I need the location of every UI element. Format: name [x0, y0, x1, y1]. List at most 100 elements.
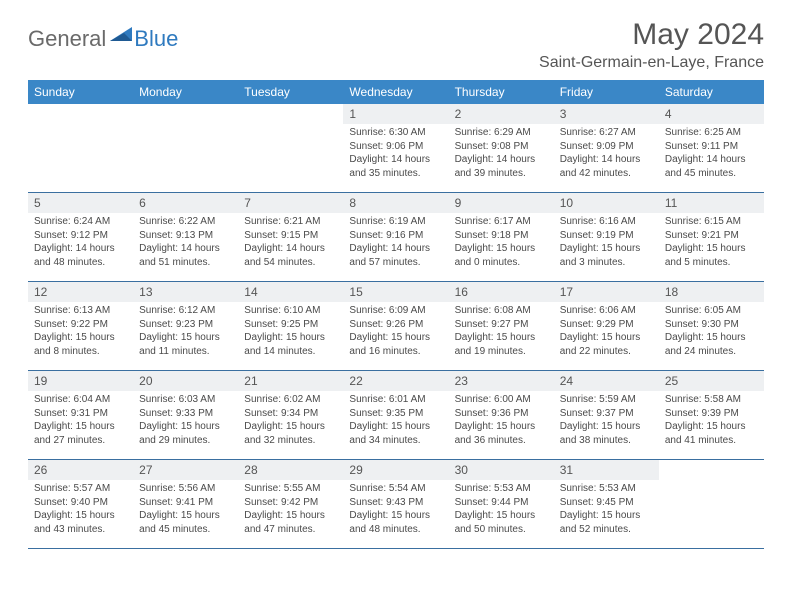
weekday-header: Wednesday — [343, 80, 448, 104]
day-detail-line: Sunset: 9:45 PM — [560, 496, 653, 510]
day-detail-line: Daylight: 15 hours — [244, 420, 337, 434]
day-detail-line: and 35 minutes. — [349, 167, 442, 181]
day-detail-line: and 27 minutes. — [34, 434, 127, 448]
weekday-header: Saturday — [659, 80, 764, 104]
day-number: 28 — [238, 460, 343, 480]
day-detail-line: Daylight: 15 hours — [665, 242, 758, 256]
weekday-header: Thursday — [449, 80, 554, 104]
week-row: 5Sunrise: 6:24 AMSunset: 9:12 PMDaylight… — [28, 193, 764, 282]
day-details: Sunrise: 5:57 AMSunset: 9:40 PMDaylight:… — [28, 480, 133, 540]
day-detail-line: Sunset: 9:08 PM — [455, 140, 548, 154]
day-detail-line: and 42 minutes. — [560, 167, 653, 181]
day-detail-line: and 16 minutes. — [349, 345, 442, 359]
day-number: 8 — [343, 193, 448, 213]
weekday-header-row: SundayMondayTuesdayWednesdayThursdayFrid… — [28, 80, 764, 104]
day-number: 3 — [554, 104, 659, 124]
day-detail-line: and 54 minutes. — [244, 256, 337, 270]
day-number: 5 — [28, 193, 133, 213]
day-detail-line: Sunset: 9:44 PM — [455, 496, 548, 510]
day-detail-line: and 24 minutes. — [665, 345, 758, 359]
week-row: 1Sunrise: 6:30 AMSunset: 9:06 PMDaylight… — [28, 104, 764, 193]
day-detail-line: and 39 minutes. — [455, 167, 548, 181]
day-number: 20 — [133, 371, 238, 391]
day-detail-line: Daylight: 15 hours — [34, 420, 127, 434]
day-cell: 17Sunrise: 6:06 AMSunset: 9:29 PMDayligh… — [554, 282, 659, 370]
day-detail-line: and 52 minutes. — [560, 523, 653, 537]
day-detail-line: Sunrise: 5:55 AM — [244, 482, 337, 496]
day-detail-line: Sunset: 9:15 PM — [244, 229, 337, 243]
day-details: Sunrise: 6:09 AMSunset: 9:26 PMDaylight:… — [343, 302, 448, 362]
day-details: Sunrise: 6:30 AMSunset: 9:06 PMDaylight:… — [343, 124, 448, 184]
day-detail-line: Sunrise: 5:54 AM — [349, 482, 442, 496]
logo-text-general: General — [28, 26, 106, 52]
logo: General Blue — [28, 18, 178, 52]
day-number: 29 — [343, 460, 448, 480]
day-details: Sunrise: 6:27 AMSunset: 9:09 PMDaylight:… — [554, 124, 659, 184]
day-cell: 2Sunrise: 6:29 AMSunset: 9:08 PMDaylight… — [449, 104, 554, 192]
day-detail-line: Daylight: 15 hours — [455, 331, 548, 345]
day-detail-line: Sunrise: 6:25 AM — [665, 126, 758, 140]
day-cell: 29Sunrise: 5:54 AMSunset: 9:43 PMDayligh… — [343, 460, 448, 548]
day-details: Sunrise: 6:03 AMSunset: 9:33 PMDaylight:… — [133, 391, 238, 451]
day-number: 22 — [343, 371, 448, 391]
day-cell — [659, 460, 764, 548]
day-number: 23 — [449, 371, 554, 391]
day-detail-line: Daylight: 14 hours — [34, 242, 127, 256]
day-details: Sunrise: 5:54 AMSunset: 9:43 PMDaylight:… — [343, 480, 448, 540]
day-cell: 23Sunrise: 6:00 AMSunset: 9:36 PMDayligh… — [449, 371, 554, 459]
logo-triangle-icon — [110, 27, 132, 45]
day-number: 16 — [449, 282, 554, 302]
day-detail-line: Sunrise: 6:09 AM — [349, 304, 442, 318]
day-detail-line: Daylight: 14 hours — [665, 153, 758, 167]
day-number: 10 — [554, 193, 659, 213]
day-detail-line: and 48 minutes. — [349, 523, 442, 537]
day-detail-line: Daylight: 15 hours — [560, 509, 653, 523]
day-detail-line: and 57 minutes. — [349, 256, 442, 270]
day-number: 1 — [343, 104, 448, 124]
day-detail-line: Daylight: 15 hours — [349, 420, 442, 434]
day-number: 2 — [449, 104, 554, 124]
day-cell: 22Sunrise: 6:01 AMSunset: 9:35 PMDayligh… — [343, 371, 448, 459]
day-details: Sunrise: 6:22 AMSunset: 9:13 PMDaylight:… — [133, 213, 238, 273]
day-details: Sunrise: 5:58 AMSunset: 9:39 PMDaylight:… — [659, 391, 764, 451]
day-details: Sunrise: 6:29 AMSunset: 9:08 PMDaylight:… — [449, 124, 554, 184]
day-cell — [28, 104, 133, 192]
day-detail-line: Daylight: 15 hours — [139, 331, 232, 345]
day-details: Sunrise: 6:01 AMSunset: 9:35 PMDaylight:… — [343, 391, 448, 451]
day-number: 21 — [238, 371, 343, 391]
day-number: 18 — [659, 282, 764, 302]
day-detail-line: Sunset: 9:36 PM — [455, 407, 548, 421]
day-cell: 31Sunrise: 5:53 AMSunset: 9:45 PMDayligh… — [554, 460, 659, 548]
day-detail-line: Daylight: 15 hours — [34, 509, 127, 523]
day-detail-line: Daylight: 15 hours — [349, 331, 442, 345]
day-detail-line: Sunrise: 6:08 AM — [455, 304, 548, 318]
day-cell: 4Sunrise: 6:25 AMSunset: 9:11 PMDaylight… — [659, 104, 764, 192]
day-cell: 5Sunrise: 6:24 AMSunset: 9:12 PMDaylight… — [28, 193, 133, 281]
day-detail-line: Daylight: 15 hours — [349, 509, 442, 523]
day-details: Sunrise: 6:24 AMSunset: 9:12 PMDaylight:… — [28, 213, 133, 273]
day-number: 17 — [554, 282, 659, 302]
weekday-header: Tuesday — [238, 80, 343, 104]
day-detail-line: Sunset: 9:09 PM — [560, 140, 653, 154]
day-number: 15 — [343, 282, 448, 302]
day-cell: 28Sunrise: 5:55 AMSunset: 9:42 PMDayligh… — [238, 460, 343, 548]
day-detail-line: and 50 minutes. — [455, 523, 548, 537]
day-number: 27 — [133, 460, 238, 480]
day-detail-line: and 0 minutes. — [455, 256, 548, 270]
day-cell — [238, 104, 343, 192]
day-details — [238, 110, 343, 116]
day-detail-line: Daylight: 15 hours — [560, 331, 653, 345]
day-detail-line: Sunrise: 6:16 AM — [560, 215, 653, 229]
day-cell: 15Sunrise: 6:09 AMSunset: 9:26 PMDayligh… — [343, 282, 448, 370]
day-detail-line: Sunrise: 6:01 AM — [349, 393, 442, 407]
day-detail-line: Sunrise: 6:03 AM — [139, 393, 232, 407]
title-block: May 2024 Saint-Germain-en-Laye, France — [539, 18, 764, 72]
day-details: Sunrise: 5:59 AMSunset: 9:37 PMDaylight:… — [554, 391, 659, 451]
day-detail-line: Sunset: 9:39 PM — [665, 407, 758, 421]
day-detail-line: and 34 minutes. — [349, 434, 442, 448]
day-detail-line: Sunset: 9:21 PM — [665, 229, 758, 243]
day-detail-line: Sunset: 9:27 PM — [455, 318, 548, 332]
calendar-page: General Blue May 2024 Saint-Germain-en-L… — [0, 0, 792, 559]
day-detail-line: Daylight: 15 hours — [139, 420, 232, 434]
day-cell: 6Sunrise: 6:22 AMSunset: 9:13 PMDaylight… — [133, 193, 238, 281]
